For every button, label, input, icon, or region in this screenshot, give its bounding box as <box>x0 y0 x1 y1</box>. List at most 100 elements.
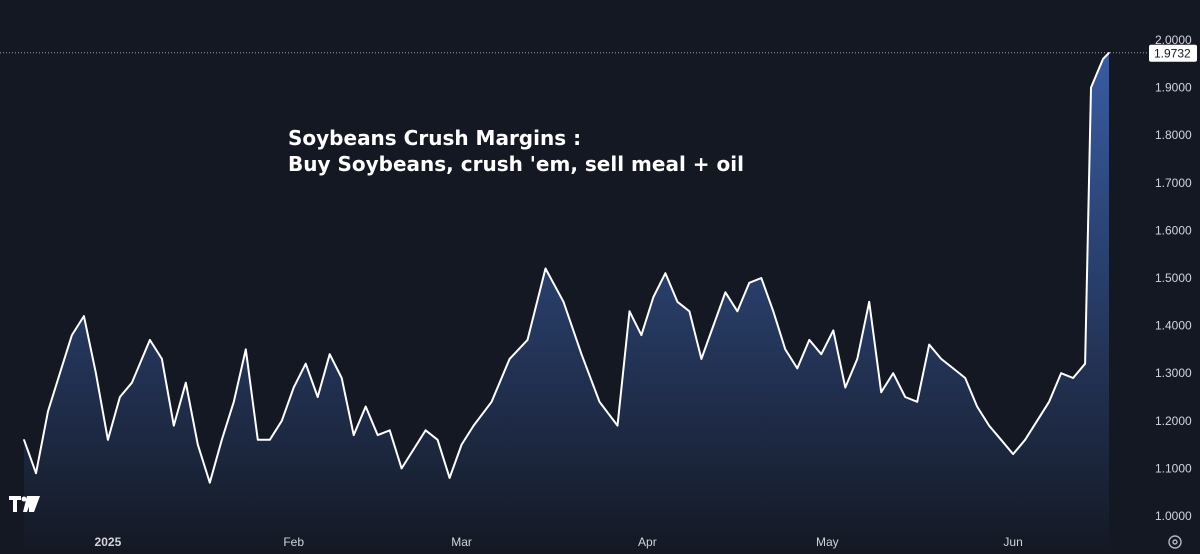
x-axis[interactable]: 2025 Feb Mar Apr May Jun <box>95 535 1023 549</box>
data-point <box>688 310 691 313</box>
y-tick-label: 1.7000 <box>1155 176 1192 190</box>
data-point <box>796 367 799 370</box>
data-point <box>616 424 619 427</box>
data-point <box>245 348 247 351</box>
data-point <box>712 324 715 327</box>
data-point <box>269 439 271 441</box>
data-point <box>131 381 133 384</box>
data-point <box>508 358 511 360</box>
y-tick-label: 1.1000 <box>1155 461 1192 475</box>
data-point <box>640 334 643 336</box>
data-point <box>95 372 97 375</box>
x-tick-label: Mar <box>451 535 472 549</box>
data-point <box>119 396 121 398</box>
data-point <box>760 277 763 279</box>
data-point <box>47 410 49 413</box>
data-point <box>436 439 439 441</box>
data-point <box>880 391 882 394</box>
data-point <box>844 386 847 389</box>
last-price-tag: 1.9732 <box>1149 44 1197 62</box>
y-tick-label: 1.6000 <box>1155 223 1192 237</box>
y-tick-label: 1.9000 <box>1155 81 1192 95</box>
y-tick-label: 2.0000 <box>1155 33 1192 47</box>
data-point <box>1102 58 1104 60</box>
data-point <box>700 358 703 360</box>
data-point <box>676 301 679 303</box>
data-point <box>316 396 319 398</box>
x-tick-label: Feb <box>283 535 304 549</box>
data-point <box>257 439 259 441</box>
data-point <box>1096 72 1098 75</box>
data-point <box>185 381 187 384</box>
data-point <box>107 439 109 441</box>
gear-icon[interactable] <box>1168 535 1182 549</box>
data-point <box>328 353 331 356</box>
data-point <box>364 405 367 408</box>
data-point <box>281 420 283 422</box>
data-point <box>400 467 403 470</box>
data-point <box>71 334 73 336</box>
data-point <box>448 477 451 479</box>
data-point <box>209 481 211 484</box>
data-point <box>221 439 223 441</box>
data-point <box>904 396 906 398</box>
data-point <box>412 448 415 451</box>
data-point <box>916 401 918 403</box>
x-tick-label: Apr <box>638 535 657 549</box>
data-point <box>976 405 978 408</box>
data-point <box>1090 86 1092 89</box>
data-point <box>1024 439 1026 441</box>
data-point <box>472 424 475 427</box>
y-axis[interactable]: 1.0000 1.1000 1.2000 1.3000 1.4000 1.5000 1.60… <box>1155 33 1192 523</box>
data-point <box>772 310 775 313</box>
data-point <box>784 348 787 351</box>
data-point <box>580 353 583 356</box>
area-layer <box>23 52 1110 554</box>
data-point <box>562 301 565 303</box>
data-point <box>928 343 930 346</box>
data-point <box>388 429 391 432</box>
y-tick-label: 1.8000 <box>1155 128 1192 142</box>
tradingview-logo[interactable] <box>9 496 40 512</box>
data-point <box>424 429 427 432</box>
data-point <box>652 296 655 298</box>
y-tick-label: 1.0000 <box>1155 509 1192 523</box>
data-point <box>628 310 631 313</box>
last-price-tag-bg <box>1149 44 1197 62</box>
data-point <box>1012 453 1014 455</box>
data-point <box>1084 362 1086 365</box>
area-fill <box>24 52 1109 554</box>
x-tick-label: Jun <box>1003 535 1022 549</box>
data-point <box>352 434 355 436</box>
data-point <box>59 372 61 375</box>
y-tick-label: 1.5000 <box>1155 271 1192 285</box>
y-tick-label: 1.4000 <box>1155 319 1192 333</box>
data-point <box>748 282 751 284</box>
data-point <box>820 353 823 356</box>
data-point <box>460 443 463 446</box>
x-tick-label: 2025 <box>95 535 122 549</box>
annotation-line: Soybeans Crush Margins : <box>288 126 581 150</box>
data-point <box>892 372 894 375</box>
last-price-value: 1.9732 <box>1154 46 1191 60</box>
data-point <box>1036 420 1038 422</box>
data-point <box>233 401 235 403</box>
data-point <box>83 315 85 317</box>
data-point <box>952 367 954 370</box>
data-point <box>1108 52 1110 54</box>
data-point <box>808 339 811 341</box>
data-point <box>988 424 990 427</box>
data-point <box>832 329 835 332</box>
data-point <box>490 401 493 403</box>
data-point <box>1060 372 1062 375</box>
y-tick-label: 1.3000 <box>1155 366 1192 380</box>
y-tick-label: 1.2000 <box>1155 414 1192 428</box>
data-point <box>35 472 37 475</box>
data-point <box>1072 377 1074 379</box>
data-point <box>526 339 529 341</box>
data-point <box>1048 401 1050 403</box>
data-point <box>173 424 175 427</box>
data-point <box>868 301 870 303</box>
data-point <box>736 310 739 313</box>
